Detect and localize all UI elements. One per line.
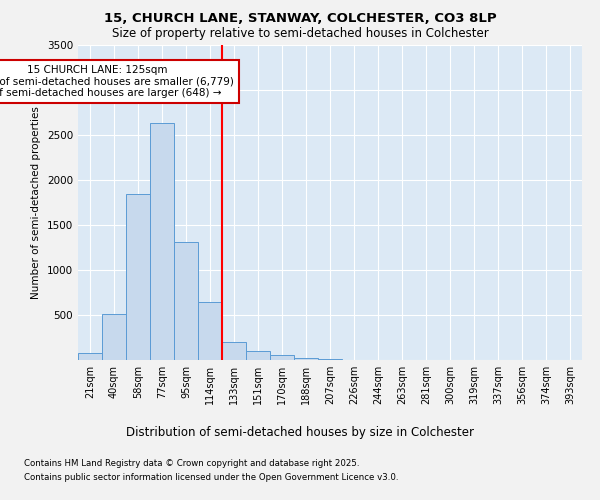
Bar xyxy=(222,342,246,360)
Bar xyxy=(198,302,222,360)
Text: 15 CHURCH LANE: 125sqm
← 91% of semi-detached houses are smaller (6,779)
9% of s: 15 CHURCH LANE: 125sqm ← 91% of semi-det… xyxy=(0,65,233,98)
Bar xyxy=(246,350,270,360)
Bar xyxy=(318,359,342,360)
Bar xyxy=(126,194,150,360)
Text: 15, CHURCH LANE, STANWAY, COLCHESTER, CO3 8LP: 15, CHURCH LANE, STANWAY, COLCHESTER, CO… xyxy=(104,12,496,26)
Text: Contains HM Land Registry data © Crown copyright and database right 2025.: Contains HM Land Registry data © Crown c… xyxy=(24,458,359,468)
Bar xyxy=(150,124,174,360)
Text: Distribution of semi-detached houses by size in Colchester: Distribution of semi-detached houses by … xyxy=(126,426,474,439)
Bar xyxy=(294,358,318,360)
Bar xyxy=(270,355,294,360)
Text: Contains public sector information licensed under the Open Government Licence v3: Contains public sector information licen… xyxy=(24,474,398,482)
Bar xyxy=(102,314,126,360)
Y-axis label: Number of semi-detached properties: Number of semi-detached properties xyxy=(31,106,41,299)
Bar xyxy=(174,242,198,360)
Bar xyxy=(78,353,102,360)
Text: Size of property relative to semi-detached houses in Colchester: Size of property relative to semi-detach… xyxy=(112,28,488,40)
